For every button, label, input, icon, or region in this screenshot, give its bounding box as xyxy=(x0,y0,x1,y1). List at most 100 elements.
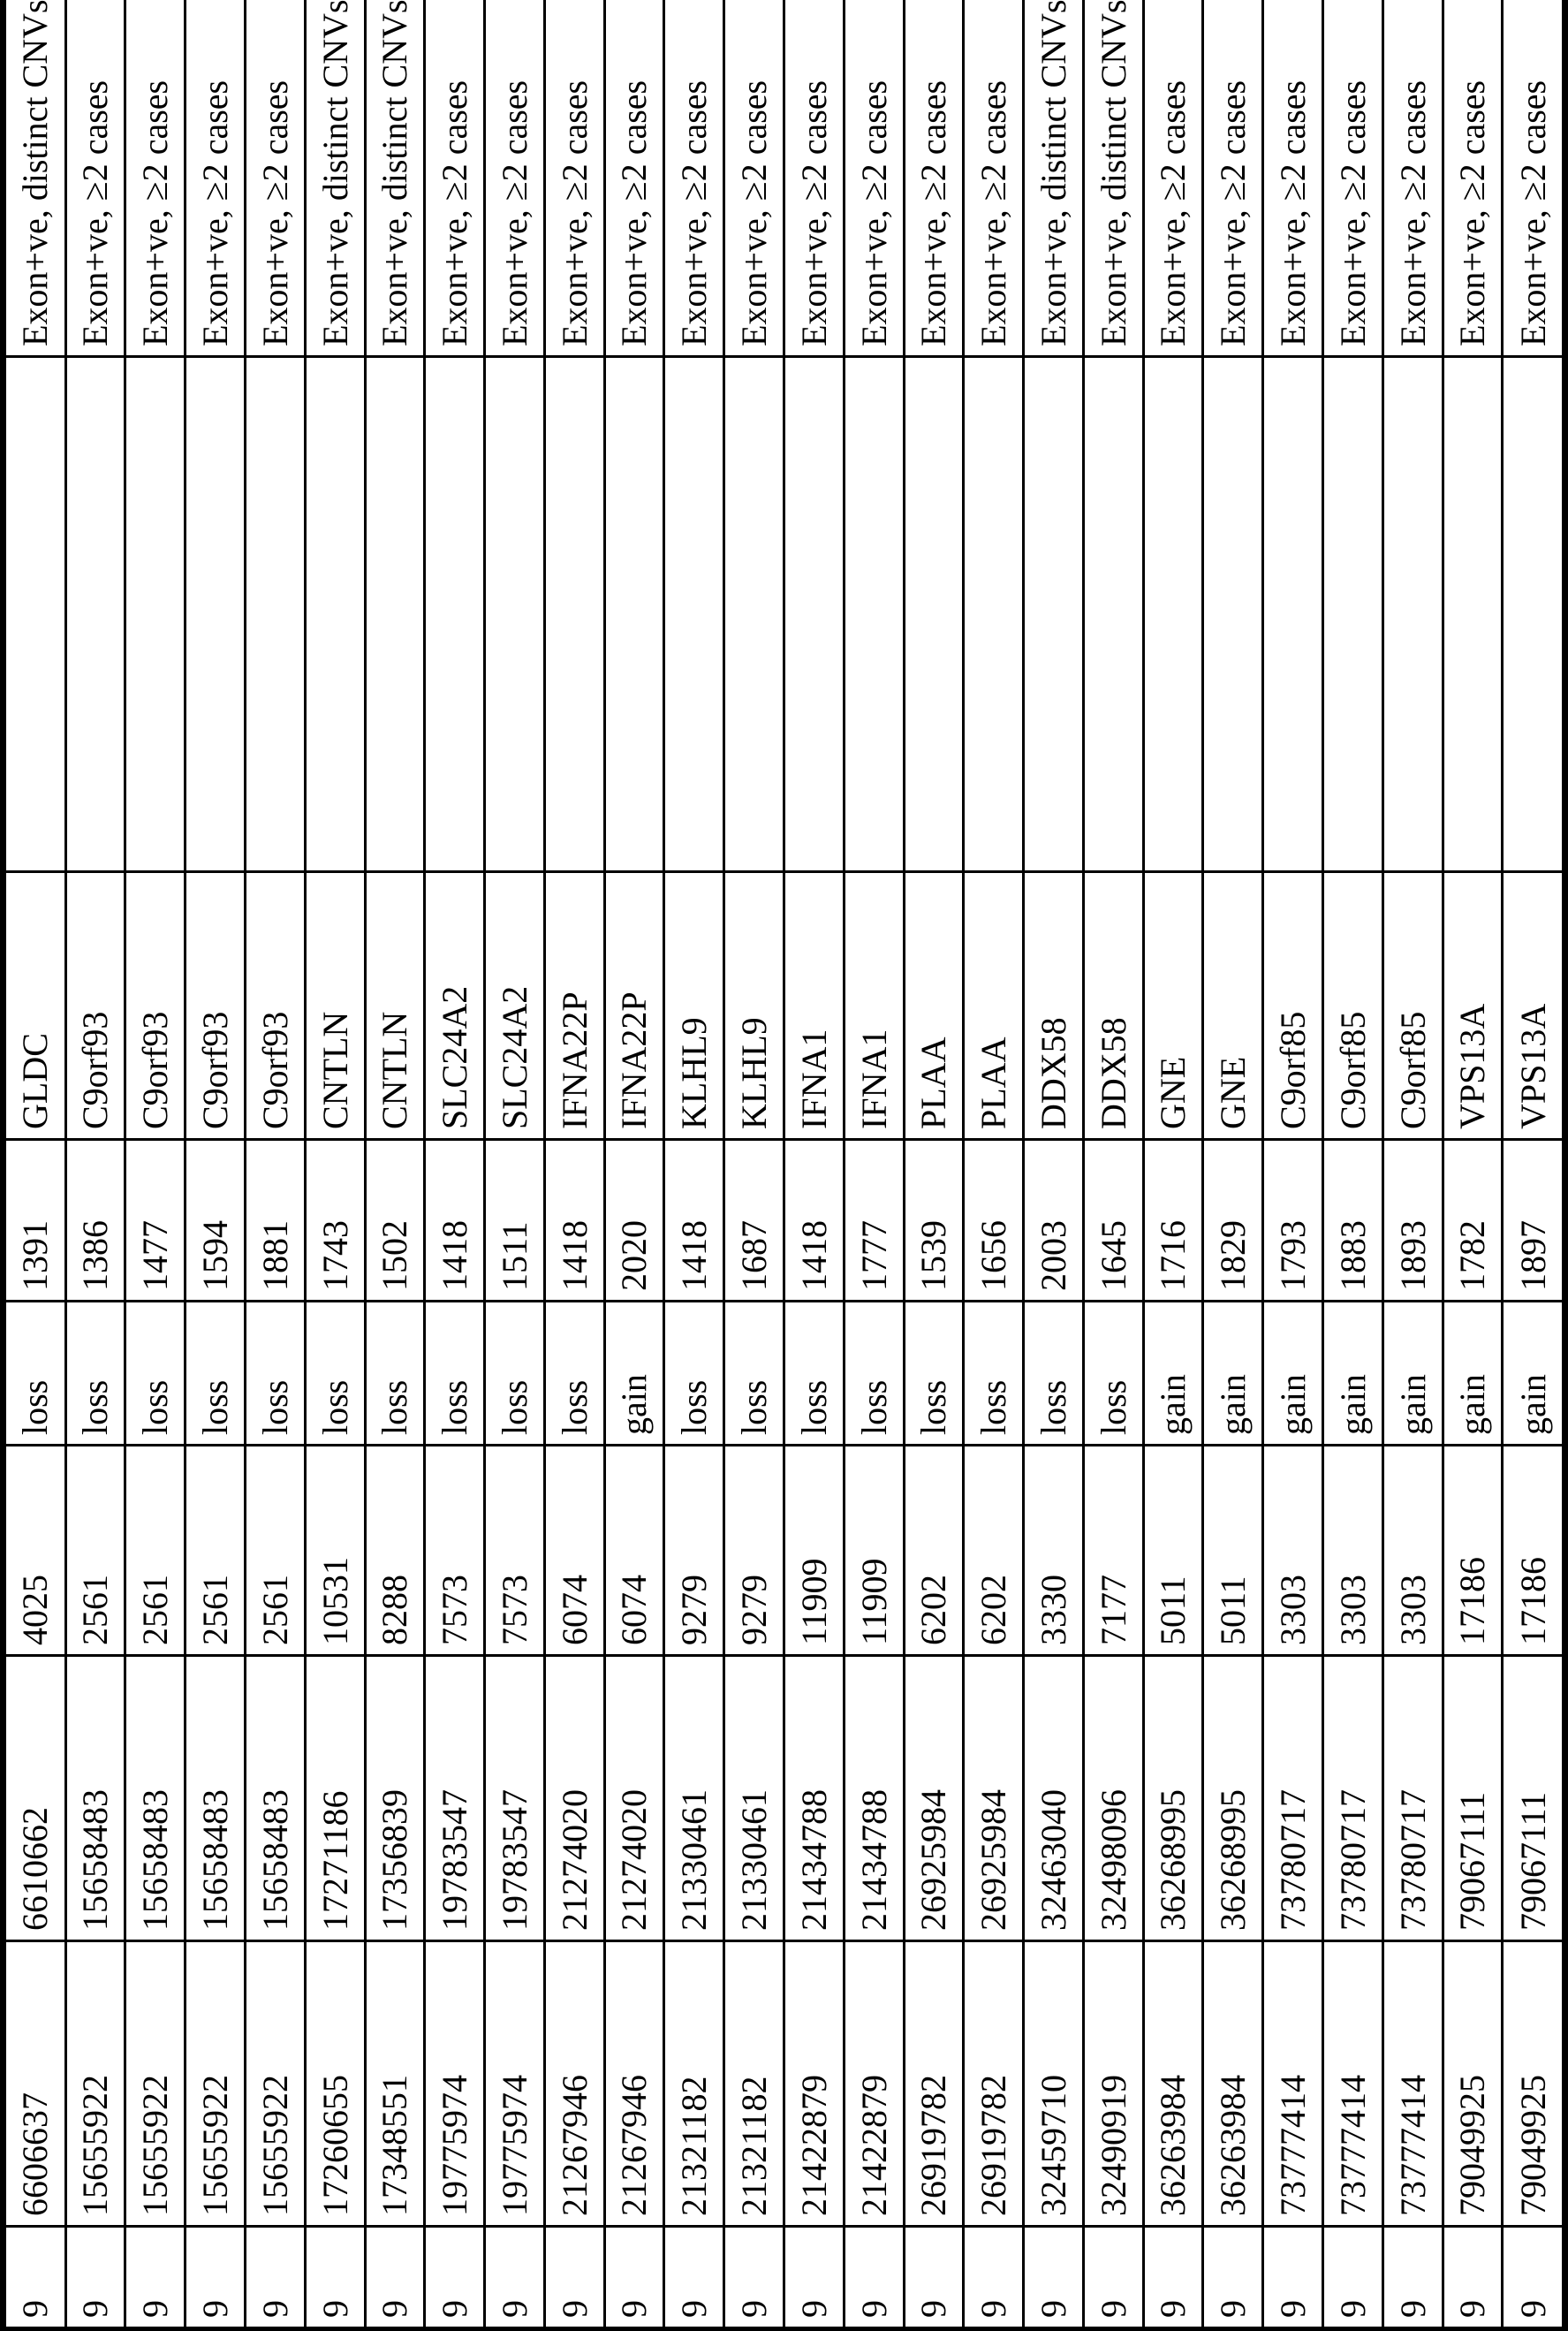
cell-size: 2561 xyxy=(65,1445,125,1656)
cell-start: 19775974 xyxy=(424,1940,485,2227)
cell-count: 1883 xyxy=(1322,1139,1383,1302)
cell-spacer xyxy=(1262,356,1323,872)
cell-chromosome: 9 xyxy=(663,2226,724,2329)
cell-gene: VPS13A xyxy=(1502,871,1565,1140)
cell-gene: GNE xyxy=(1143,871,1203,1140)
cell-count: 1594 xyxy=(185,1139,246,1302)
table-row: 9 36263984 36268995 5011 gain 1716 GNE Exon+ve,… xyxy=(1143,0,1203,2329)
cell-type: gain xyxy=(1262,1301,1323,1446)
table-row: 9 73777414 73780717 3303 gain 1883 C9orf85 Exon… xyxy=(1322,0,1383,2329)
cell-gene: C9orf93 xyxy=(185,871,246,1140)
cell-gene: PLAA xyxy=(904,871,964,1140)
cell-chromosome: 9 xyxy=(544,2226,605,2329)
cell-end: 21274020 xyxy=(544,1655,605,1941)
cell-size: 10531 xyxy=(305,1445,365,1656)
cell-gene: IFNA22P xyxy=(544,871,605,1140)
cell-gene: C9orf85 xyxy=(1382,871,1443,1140)
cell-gene: DDX58 xyxy=(1023,871,1084,1140)
cnv-table-body: 9 6606637 6610662 4025 loss 1391 GLDC Exon+ve, … xyxy=(3,0,1565,2329)
cell-chromosome: 9 xyxy=(904,2226,964,2329)
cell-gene: C9orf85 xyxy=(1322,871,1383,1140)
cell-start: 17260655 xyxy=(305,1940,365,2227)
cell-count: 1743 xyxy=(305,1139,365,1302)
cell-criteria: Exon+ve, ≥2 cases xyxy=(65,0,125,357)
cell-start: 73777414 xyxy=(1322,1940,1383,2227)
cell-gene: CNTLN xyxy=(365,871,425,1140)
cell-chromosome: 9 xyxy=(484,2226,545,2329)
cell-end: 73780717 xyxy=(1262,1655,1323,1941)
cell-start: 17348551 xyxy=(365,1940,425,2227)
cell-type: loss xyxy=(245,1301,306,1446)
cell-spacer xyxy=(125,356,186,872)
cell-type: gain xyxy=(1202,1301,1263,1446)
cell-chromosome: 9 xyxy=(1262,2226,1323,2329)
cell-count: 1645 xyxy=(1083,1139,1144,1302)
cell-criteria: Exon+ve, ≥2 cases xyxy=(604,0,664,357)
cell-spacer xyxy=(3,356,66,872)
cell-gene: CNTLN xyxy=(305,871,365,1140)
cell-gene: SLC24A2 xyxy=(484,871,545,1140)
cell-end: 17271186 xyxy=(305,1655,365,1941)
cell-spacer xyxy=(963,356,1024,872)
cell-criteria: Exon+ve, ≥2 cases xyxy=(1322,0,1383,357)
table-row: 9 73777414 73780717 3303 gain 1893 C9orf85 Exon… xyxy=(1382,0,1443,2329)
cell-chromosome: 9 xyxy=(604,2226,664,2329)
cell-size: 2561 xyxy=(185,1445,246,1656)
cell-criteria: Exon+ve, distinct CNVs, same Gene xyxy=(1083,0,1144,357)
cell-criteria: Exon+ve, ≥2 cases xyxy=(844,0,905,357)
cell-size: 6074 xyxy=(604,1445,664,1656)
cell-start: 79049925 xyxy=(1502,1940,1565,2227)
cell-start: 21422879 xyxy=(784,1940,845,2227)
cell-start: 32459710 xyxy=(1023,1940,1084,2227)
cell-count: 1893 xyxy=(1382,1139,1443,1302)
cell-criteria: Exon+ve, ≥2 cases xyxy=(723,0,784,357)
table-row: 9 17260655 17271186 10531 loss 1743 CNTLN Exon+… xyxy=(305,0,365,2329)
cell-end: 36268995 xyxy=(1143,1655,1203,1941)
cell-chromosome: 9 xyxy=(1502,2226,1565,2329)
cell-size: 3303 xyxy=(1382,1445,1443,1656)
cell-count: 1539 xyxy=(904,1139,964,1302)
cell-criteria: Exon+ve, ≥2 cases xyxy=(963,0,1024,357)
cell-spacer xyxy=(723,356,784,872)
cell-type: loss xyxy=(305,1301,365,1446)
table-row: 9 15655922 15658483 2561 loss 1477 C9orf93 Exon… xyxy=(125,0,186,2329)
cell-end: 15658483 xyxy=(125,1655,186,1941)
cell-gene: VPS13A xyxy=(1443,871,1503,1140)
cell-gene: GLDC xyxy=(3,871,66,1140)
cell-end: 79067111 xyxy=(1443,1655,1503,1941)
cell-count: 1881 xyxy=(245,1139,306,1302)
table-row: 9 79049925 79067111 17186 gain 1897 VPS13A Exon… xyxy=(1502,0,1565,2329)
cell-end: 26925984 xyxy=(904,1655,964,1941)
cell-chromosome: 9 xyxy=(185,2226,246,2329)
cell-end: 21274020 xyxy=(604,1655,664,1941)
cell-count: 1386 xyxy=(65,1139,125,1302)
cell-start: 21422879 xyxy=(844,1940,905,2227)
cell-count: 1716 xyxy=(1143,1139,1203,1302)
cell-size: 3330 xyxy=(1023,1445,1084,1656)
cell-end: 36268995 xyxy=(1202,1655,1263,1941)
table-row: 9 26919782 26925984 6202 loss 1539 PLAA Exon+ve… xyxy=(904,0,964,2329)
cell-count: 1793 xyxy=(1262,1139,1323,1302)
cell-chromosome: 9 xyxy=(424,2226,485,2329)
cell-end: 19783547 xyxy=(484,1655,545,1941)
cell-gene: C9orf93 xyxy=(65,871,125,1140)
cell-start: 15655922 xyxy=(65,1940,125,2227)
table-row: 9 32459710 32463040 3330 loss 2003 DDX58 Exon+v… xyxy=(1023,0,1084,2329)
cell-end: 73780717 xyxy=(1322,1655,1383,1941)
cell-type: loss xyxy=(484,1301,545,1446)
cell-chromosome: 9 xyxy=(723,2226,784,2329)
cell-size: 2561 xyxy=(125,1445,186,1656)
cell-count: 1391 xyxy=(3,1139,66,1302)
cell-count: 1418 xyxy=(663,1139,724,1302)
cell-criteria: Exon+ve, distinct CNVs, same Gene xyxy=(305,0,365,357)
table-row: 9 73777414 73780717 3303 gain 1793 C9orf85 Exon… xyxy=(1262,0,1323,2329)
cell-count: 1656 xyxy=(963,1139,1024,1302)
cell-chromosome: 9 xyxy=(784,2226,845,2329)
cell-size: 3303 xyxy=(1262,1445,1323,1656)
cell-type: loss xyxy=(544,1301,605,1446)
cell-criteria: Exon+ve, ≥2 cases xyxy=(1502,0,1565,357)
cell-count: 1418 xyxy=(784,1139,845,1302)
cell-type: loss xyxy=(784,1301,845,1446)
cell-end: 21330461 xyxy=(663,1655,724,1941)
table-row: 9 19775974 19783547 7573 loss 1511 SLC24A2 Exon… xyxy=(484,0,545,2329)
